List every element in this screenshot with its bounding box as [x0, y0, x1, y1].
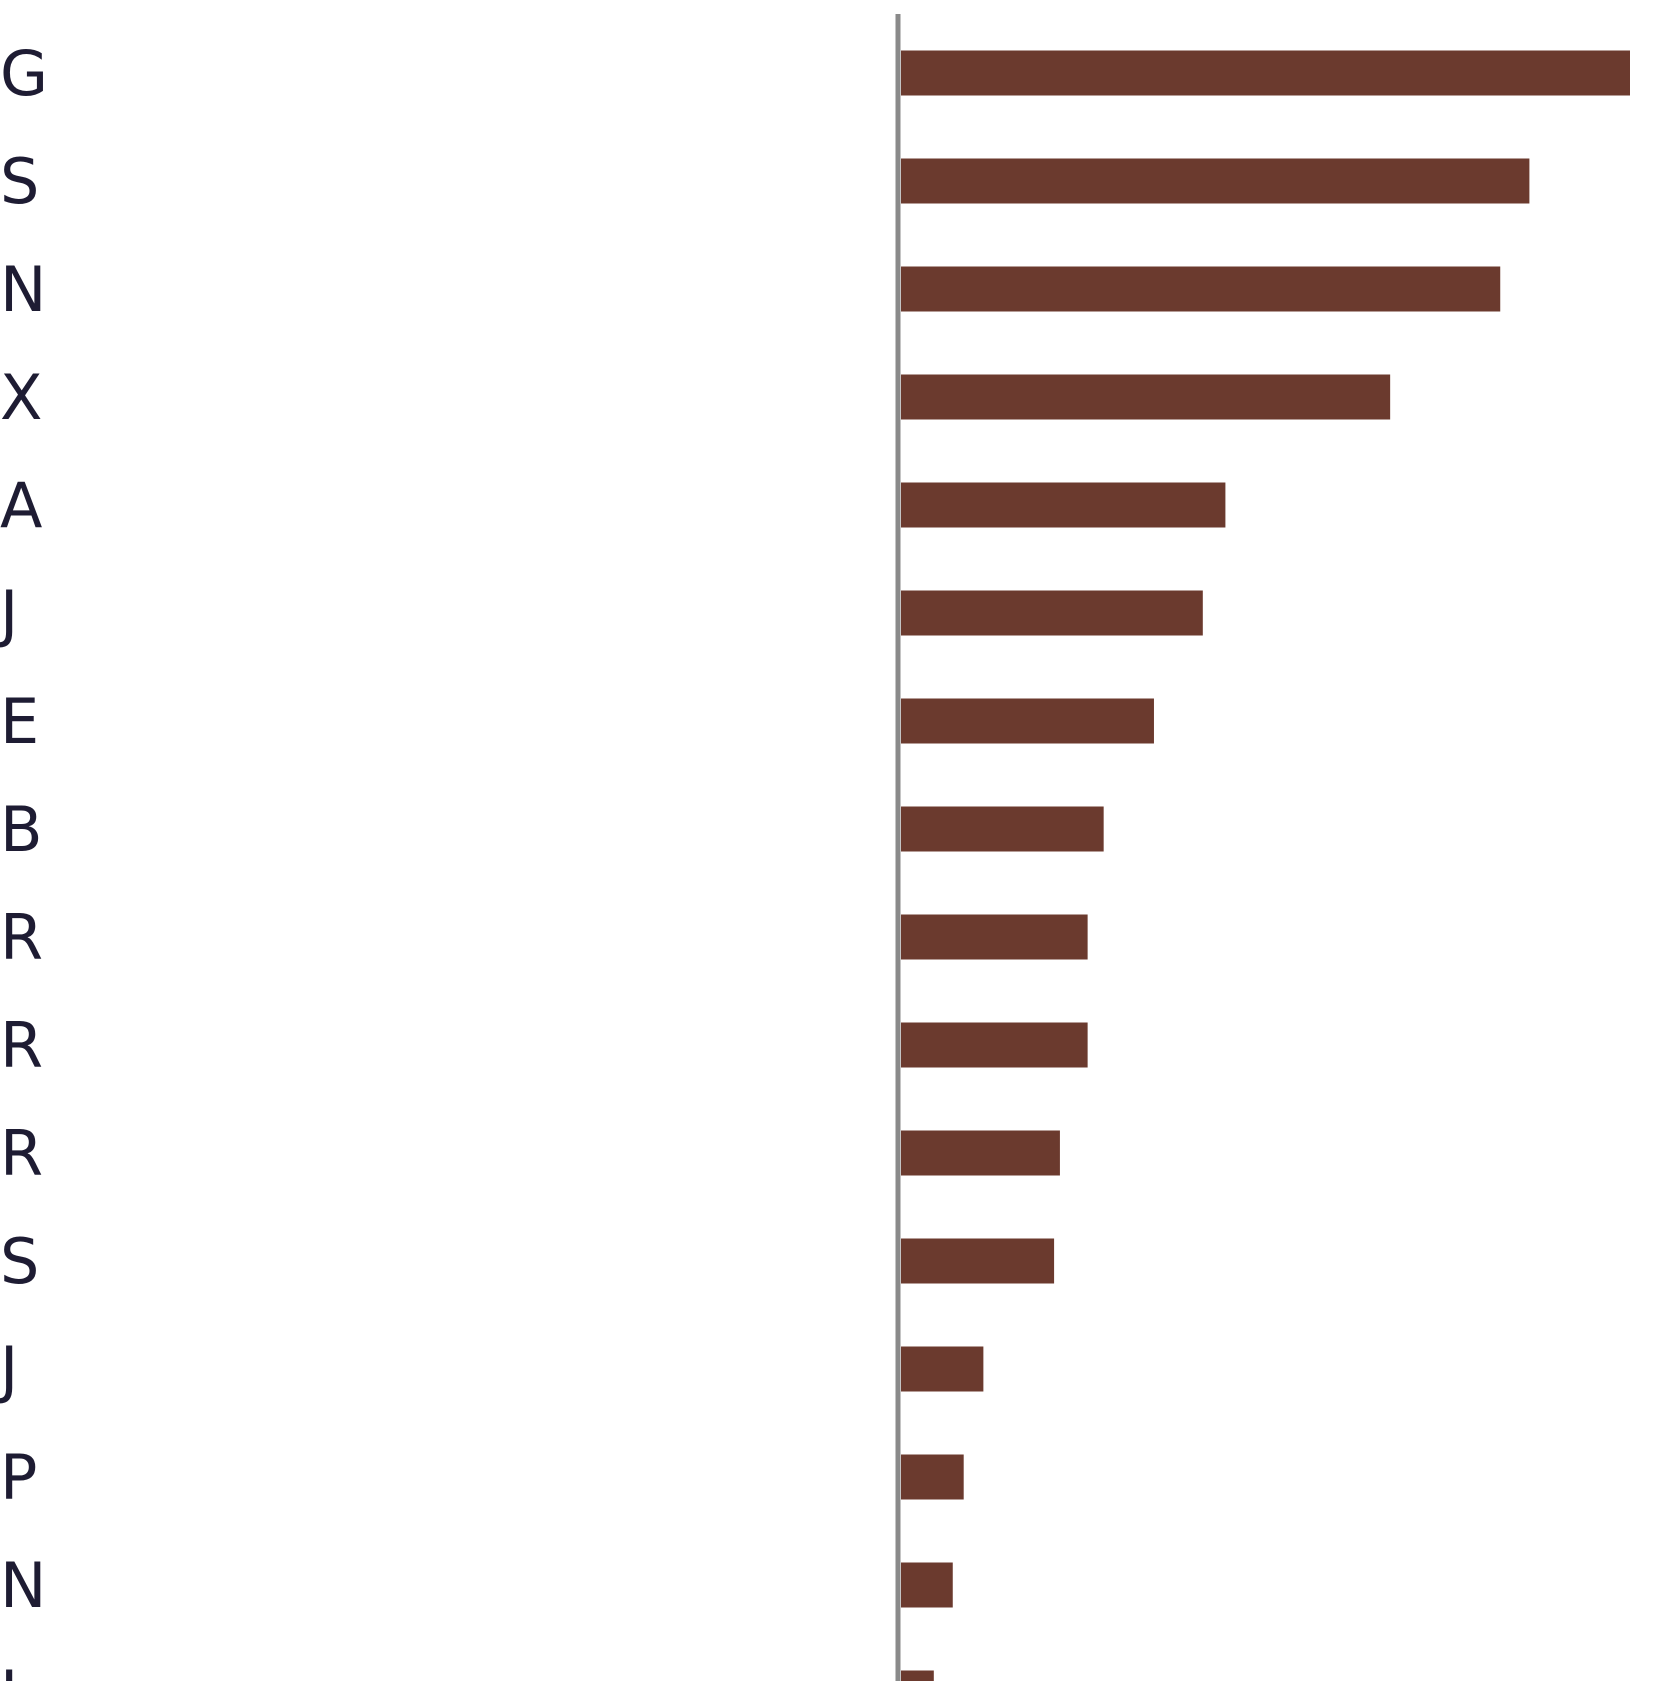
category-label: E	[0, 685, 39, 758]
category-label: S	[0, 1225, 39, 1298]
category-labels: GSNXAJEBRRRSJPNJ	[0, 37, 48, 1681]
bar	[901, 914, 1088, 960]
category-label: R	[0, 1117, 43, 1190]
bar	[901, 806, 1104, 852]
bar	[901, 590, 1203, 636]
bar	[901, 1238, 1055, 1284]
category-label: R	[0, 901, 43, 974]
category-label: A	[0, 469, 42, 542]
bar	[901, 1562, 953, 1608]
category-label: X	[0, 361, 42, 434]
bar	[901, 1454, 964, 1500]
category-label: J	[0, 1657, 18, 1681]
bar	[901, 1670, 934, 1681]
category-label: N	[0, 253, 46, 326]
bar	[901, 158, 1530, 204]
category-label: R	[0, 1009, 43, 1082]
bar	[901, 698, 1154, 744]
category-label: J	[0, 577, 18, 650]
category-label: J	[0, 1333, 18, 1406]
bar	[901, 50, 1630, 96]
category-label: G	[0, 37, 48, 110]
category-label: N	[0, 1549, 46, 1622]
bar	[901, 374, 1391, 420]
bar	[901, 1130, 1060, 1176]
category-label: B	[0, 793, 43, 866]
bar	[901, 266, 1501, 312]
bar	[901, 1022, 1088, 1068]
bars	[901, 50, 1630, 1681]
bar	[901, 482, 1226, 528]
category-label: S	[0, 145, 39, 218]
bar	[901, 1346, 984, 1392]
category-label: P	[0, 1441, 37, 1514]
